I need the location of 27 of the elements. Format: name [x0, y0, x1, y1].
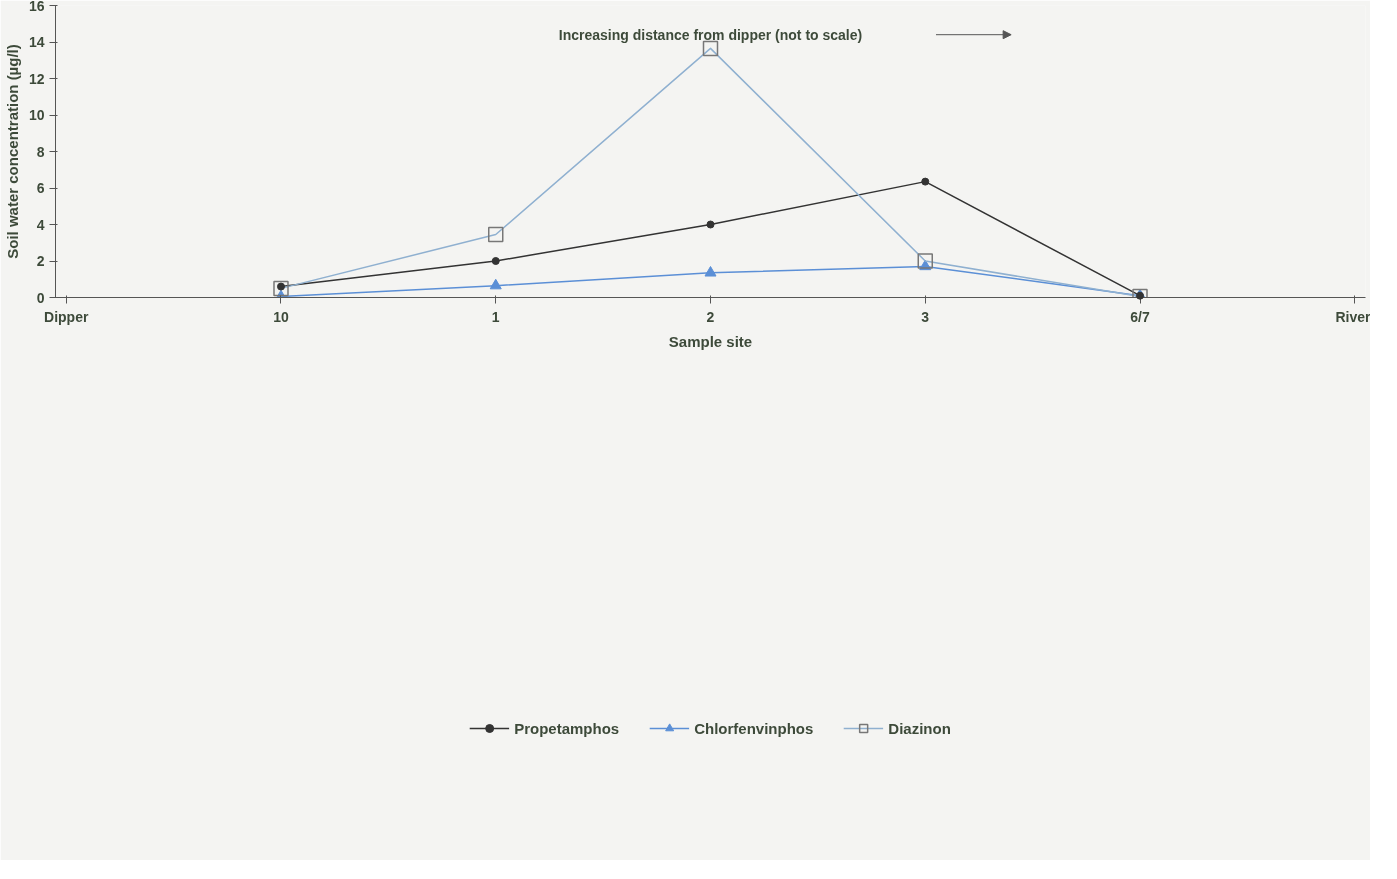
y-tick-label: 12 [28, 70, 45, 87]
point [921, 177, 930, 186]
annotation: Increasing distance from dipper (not to scale) [558, 26, 863, 43]
x-tick-label: 6/7 [1130, 308, 1150, 325]
point [489, 278, 502, 290]
y-tick-label: 4 [36, 216, 45, 233]
y-tick-label: 6 [36, 180, 45, 196]
point [704, 266, 717, 277]
x-axis-title: Sample site [668, 332, 753, 350]
legend-label: Propetamphos [514, 718, 620, 738]
y-tick-label: 14 [28, 34, 45, 50]
x-tick-label: 10 [273, 308, 289, 325]
y-tick-label: 16 [28, 0, 45, 14]
x-tick-label: 3 [921, 308, 930, 325]
y-tick-label: 2 [36, 253, 45, 269]
y-tick-label: 0 [36, 289, 45, 306]
y-tick-label: 8 [36, 143, 45, 160]
x-tick-label: Dipper [44, 308, 89, 325]
x-tick-label: 1 [491, 308, 500, 325]
point [706, 220, 715, 229]
x-tick-label: 2 [706, 308, 715, 325]
y-axis-title: Soil water concentration (µg/l) [3, 44, 21, 259]
legend-label: Diazinon [888, 718, 951, 738]
y-tick-label: 10 [28, 107, 45, 123]
legend-label: Chlorfenvinphos [694, 718, 814, 738]
x-tick-label: River [1335, 308, 1372, 325]
point [491, 257, 500, 265]
